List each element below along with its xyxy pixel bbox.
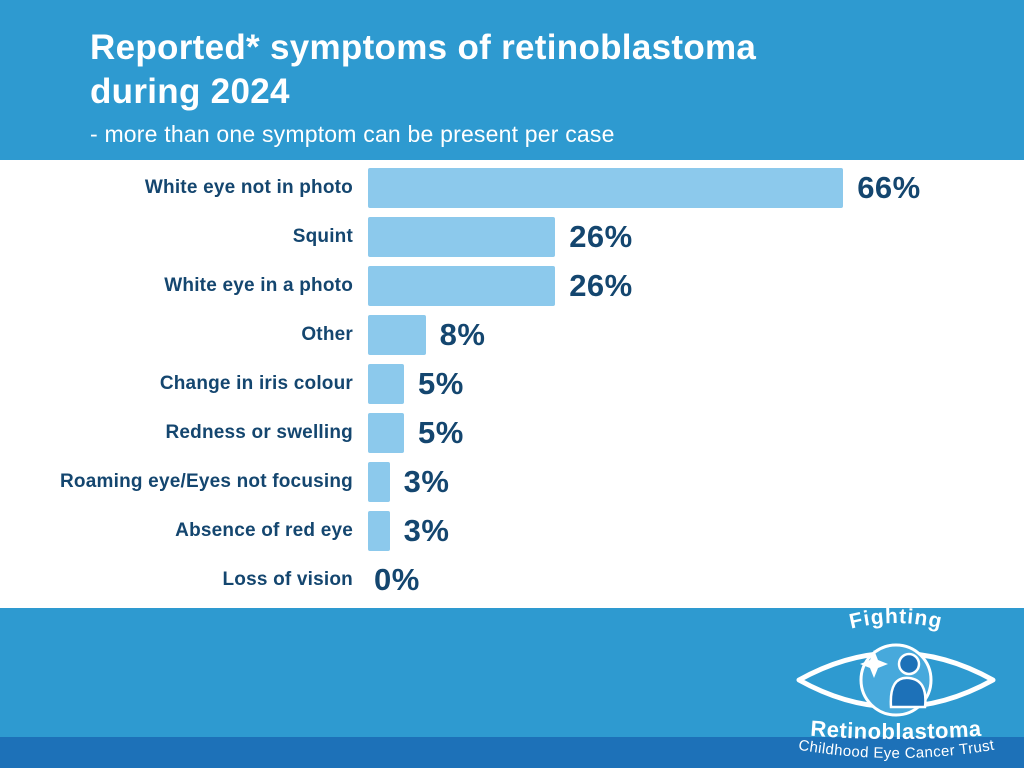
bar-track: 26% (368, 261, 1024, 310)
bar-track: 3% (368, 506, 1024, 555)
chart-row: Loss of vision 0% (0, 555, 1024, 604)
chart-row: Change in iris colour 5% (0, 359, 1024, 408)
bar-track: 5% (368, 359, 1024, 408)
category-label: Roaming eye/Eyes not focusing (60, 470, 353, 492)
value-label: 8% (439, 316, 486, 352)
bar (368, 314, 426, 355)
bar (368, 510, 390, 551)
bar (368, 167, 844, 208)
chart-row: Roaming eye/Eyes not focusing 3% (0, 457, 1024, 506)
bar (368, 363, 404, 404)
value-label: 26% (569, 267, 633, 303)
category-label: White eye in a photo (164, 274, 353, 296)
value-label: 3% (403, 512, 450, 548)
bar (368, 216, 556, 257)
header: Reported* symptoms of retinoblastoma dur… (0, 0, 1024, 160)
bar (368, 412, 404, 453)
value-label: 5% (418, 365, 464, 401)
chart-row: Redness or swelling 5% (0, 408, 1024, 457)
category-label: Redness or swelling (165, 421, 353, 443)
bar-chart-rows: White eye not in photo 66% Squint 26% White … (0, 163, 1024, 604)
chart-row: White eye in a photo 26% (0, 261, 1024, 310)
bar (368, 265, 556, 306)
bar-track: 8% (368, 310, 1024, 359)
bar-track: 5% (368, 408, 1024, 457)
bar-track: 66% (368, 163, 1024, 212)
value-label: 5% (418, 414, 464, 450)
logo-fighting-text: Fighting (847, 605, 945, 634)
child-body (889, 676, 927, 709)
category-label: Other (301, 323, 353, 345)
chart-row: Other 8% (0, 310, 1024, 359)
chect-logo: Fighting Retinoblastoma Childhood Eye Ca… (796, 605, 996, 762)
eye-icon (796, 643, 996, 717)
bottom-strip (0, 737, 1024, 768)
logo-retinoblastoma-text: Retinoblastoma (810, 716, 983, 744)
value-label: 66% (857, 169, 921, 205)
title-line-2: during 2024 (90, 72, 290, 112)
bar-track: 3% (368, 457, 1024, 506)
bar (368, 461, 390, 502)
category-label: Squint (292, 225, 353, 247)
page-title: Reported* symptoms of retinoblastoma dur… (90, 26, 756, 115)
value-label: 3% (403, 463, 450, 499)
bar-track: 26% (368, 212, 1024, 261)
category-label: Absence of red eye (175, 519, 353, 541)
value-label: 0% (374, 561, 420, 597)
value-label: 26% (569, 218, 633, 254)
page-subtitle: - more than one symptom can be present p… (90, 121, 615, 147)
chart-row: Absence of red eye 3% (0, 506, 1024, 555)
child-head (897, 652, 921, 676)
category-label: White eye not in photo (144, 176, 353, 198)
chart-row: White eye not in photo 66% (0, 163, 1024, 212)
category-label: Change in iris colour (159, 372, 353, 394)
title-line-1: Reported* symptoms of retinoblastoma (90, 28, 757, 67)
sparkle-icon (860, 650, 888, 678)
bar-chart: White eye not in photo 66% Squint 26% White … (0, 163, 1024, 608)
chart-row: Squint 26% (0, 212, 1024, 261)
category-label: Loss of vision (222, 568, 353, 590)
bar-track: 0% (368, 555, 1024, 604)
